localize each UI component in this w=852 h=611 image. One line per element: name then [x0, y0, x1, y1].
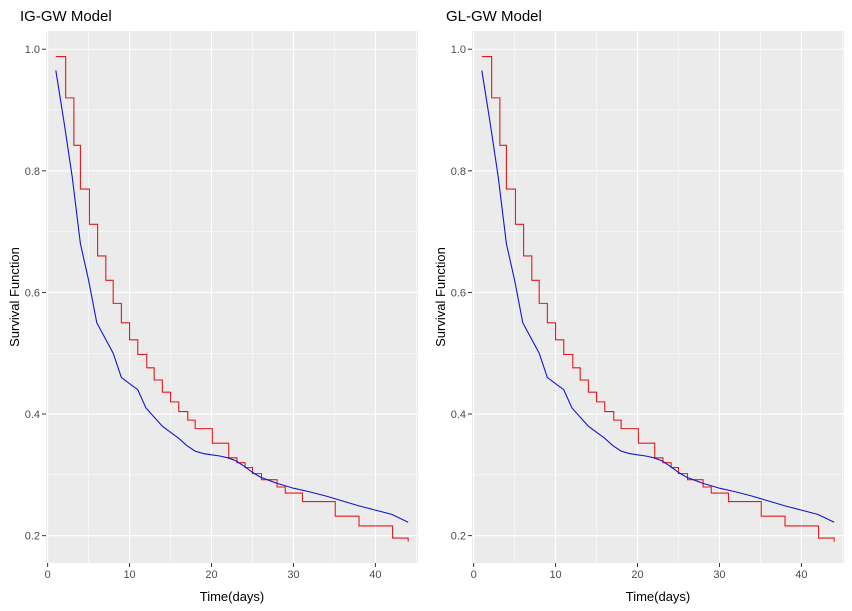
x-tick-label: 0	[471, 569, 477, 581]
x-tick-label: 20	[205, 569, 217, 581]
x-tick-label: 0	[45, 569, 51, 581]
y-axis-title: Survival Function	[433, 247, 448, 347]
plot-panel-background	[46, 31, 418, 563]
x-tick-label: 20	[631, 569, 643, 581]
x-tick-label: 40	[795, 569, 807, 581]
panel-ig-gw: IG-GW Model 0 10 20 30 40 0.2 0.4 0.6 0.8 1.0 Time(…	[7, 8, 418, 604]
x-tick-label: 10	[549, 569, 561, 581]
y-tick-label: 0.8	[25, 166, 40, 178]
y-tick-label: 0.8	[451, 166, 466, 178]
y-tick-label: 1.0	[451, 44, 466, 56]
x-axis-title: Time(days)	[200, 589, 265, 604]
y-tick-label: 1.0	[25, 44, 40, 56]
x-tick-label: 30	[713, 569, 725, 581]
fitted-survival-curve	[55, 70, 409, 523]
y-tick-label: 0.4	[451, 409, 466, 421]
y-tick-label: 0.4	[25, 409, 40, 421]
empirical-survival-step-line	[481, 55, 835, 542]
x-tick-label: 40	[369, 569, 381, 581]
y-axis-title: Survival Function	[7, 247, 22, 347]
panel-gl-gw: GL-GW Model 0 10 20 30 40 0.2 0.4 0.6 0.8 1.0 Time(…	[433, 8, 844, 604]
y-tick-label: 0.2	[25, 531, 40, 543]
y-tick-label: 0.6	[451, 287, 466, 299]
plot-panel-background	[472, 31, 844, 563]
x-tick-label: 30	[287, 569, 299, 581]
x-tick-label: 10	[123, 569, 135, 581]
empirical-survival-step-line	[55, 55, 409, 542]
y-tick-label: 0.2	[451, 531, 466, 543]
chart-title: GL-GW Model	[446, 8, 542, 25]
fitted-survival-curve	[481, 70, 835, 523]
x-axis-title: Time(days)	[626, 589, 691, 604]
y-tick-label: 0.6	[25, 287, 40, 299]
chart-title: IG-GW Model	[20, 8, 112, 25]
